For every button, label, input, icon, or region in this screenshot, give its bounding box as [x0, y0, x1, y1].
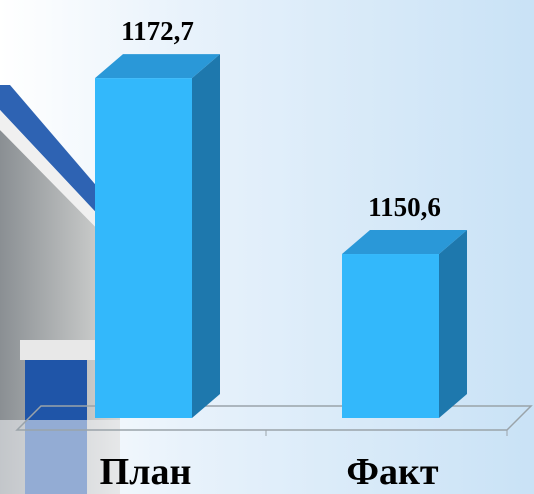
- value-label: 1150,6: [368, 192, 441, 222]
- bar-side: [192, 54, 220, 418]
- bar-top: [342, 230, 467, 255]
- x-tick-label: План: [100, 451, 192, 493]
- floor: [15, 405, 533, 431]
- bar: [342, 254, 439, 418]
- bar: [95, 78, 192, 418]
- x-tick-label: Факт: [346, 451, 439, 493]
- bar-top: [95, 54, 220, 79]
- value-label: 1172,7: [121, 16, 194, 46]
- bar-side: [439, 230, 467, 418]
